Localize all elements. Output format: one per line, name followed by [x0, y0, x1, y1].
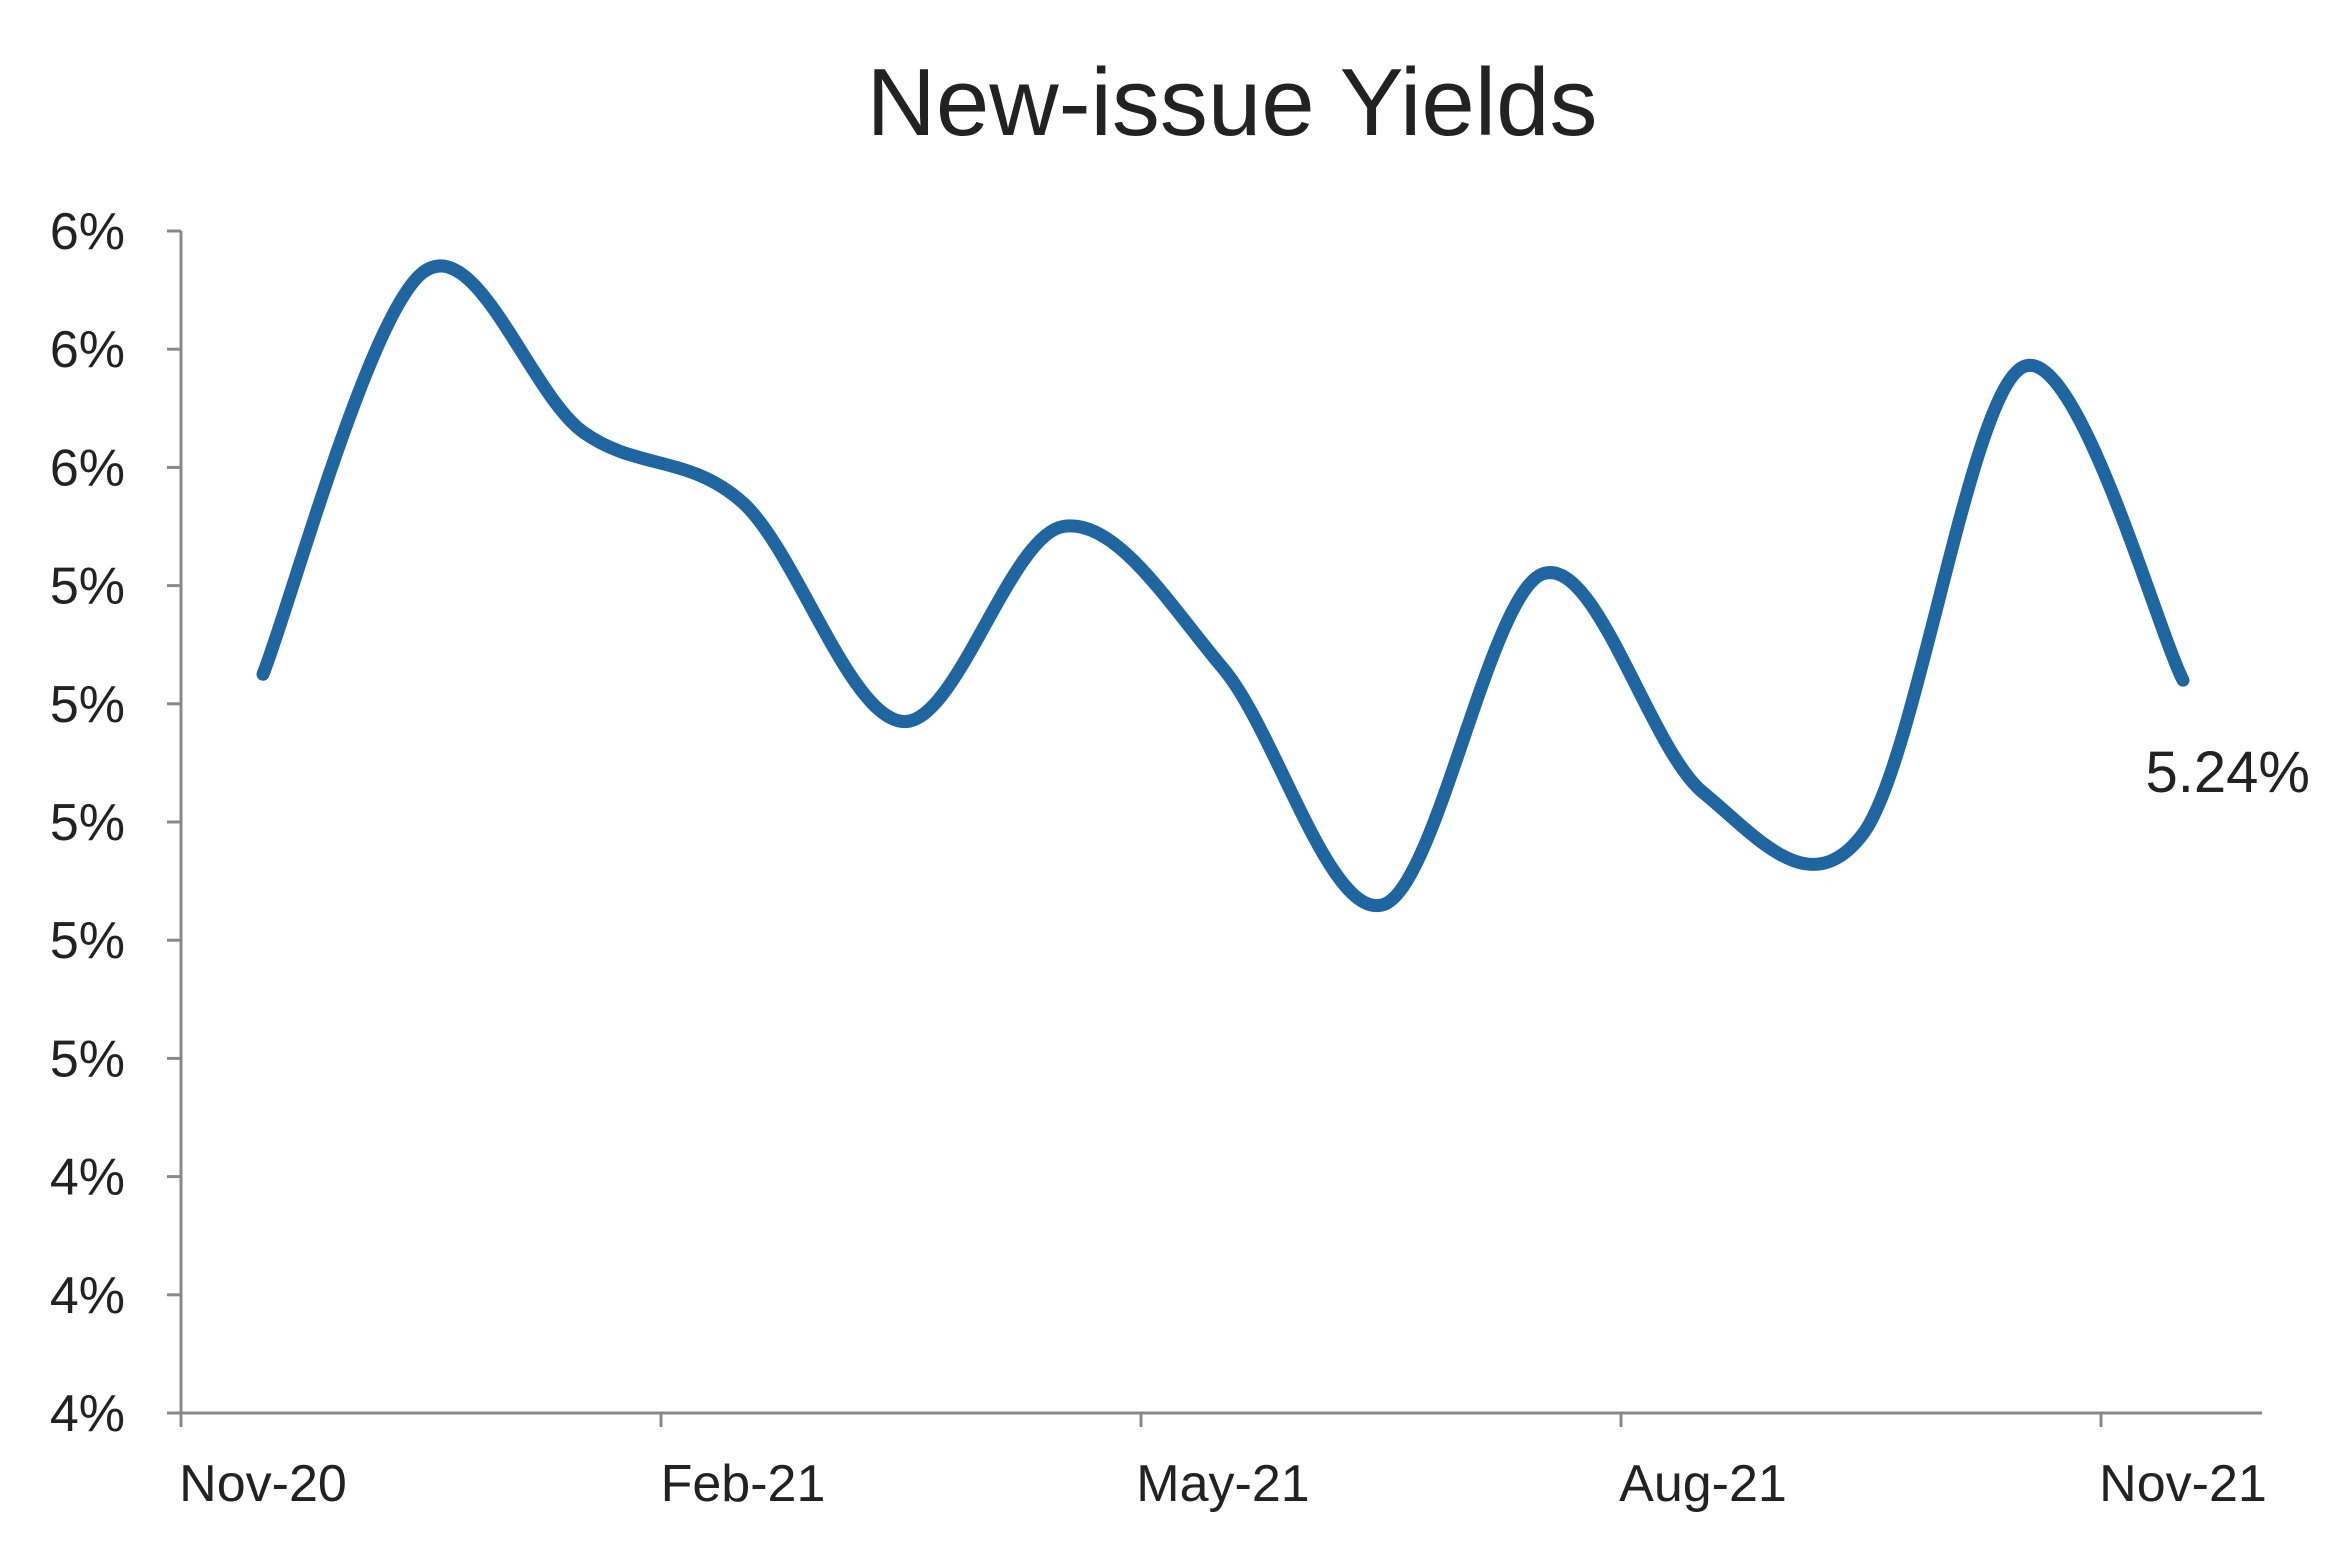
y-tick-label: 5% [50, 794, 125, 852]
end-value-label: 5.24% [2146, 740, 2310, 805]
x-tick-label: Nov-21 [2099, 1455, 2267, 1513]
series-group [256, 259, 2190, 913]
y-tick-label: 4% [50, 1149, 125, 1207]
x-axis: Nov-20 Feb-21 May-21 Aug-21 Nov-21 [179, 1411, 2267, 1513]
y-tick-label: 5% [50, 558, 125, 616]
x-tick-label: Feb-21 [661, 1455, 826, 1513]
y-tick-label: 6% [50, 203, 125, 261]
y-tick-label: 4% [50, 1267, 125, 1325]
y-tick-label: 5% [50, 1030, 125, 1088]
series-line [256, 259, 2190, 913]
chart-title: New-issue Yields [867, 49, 1598, 156]
y-tick-label: 5% [50, 676, 125, 734]
x-tick-label: Aug-21 [1619, 1455, 1787, 1513]
x-tick-label: May-21 [1136, 1455, 1309, 1513]
y-tick-label: 4% [50, 1385, 125, 1443]
x-tick-label: Nov-20 [179, 1455, 347, 1513]
y-tick-label: 5% [50, 912, 125, 970]
y-tick-label: 6% [50, 439, 125, 497]
y-tick-label: 6% [50, 321, 125, 379]
y-axis: 4% 4% 4% 5% 5% 5% 5% 5% 6% 6% 6% [50, 203, 183, 1443]
